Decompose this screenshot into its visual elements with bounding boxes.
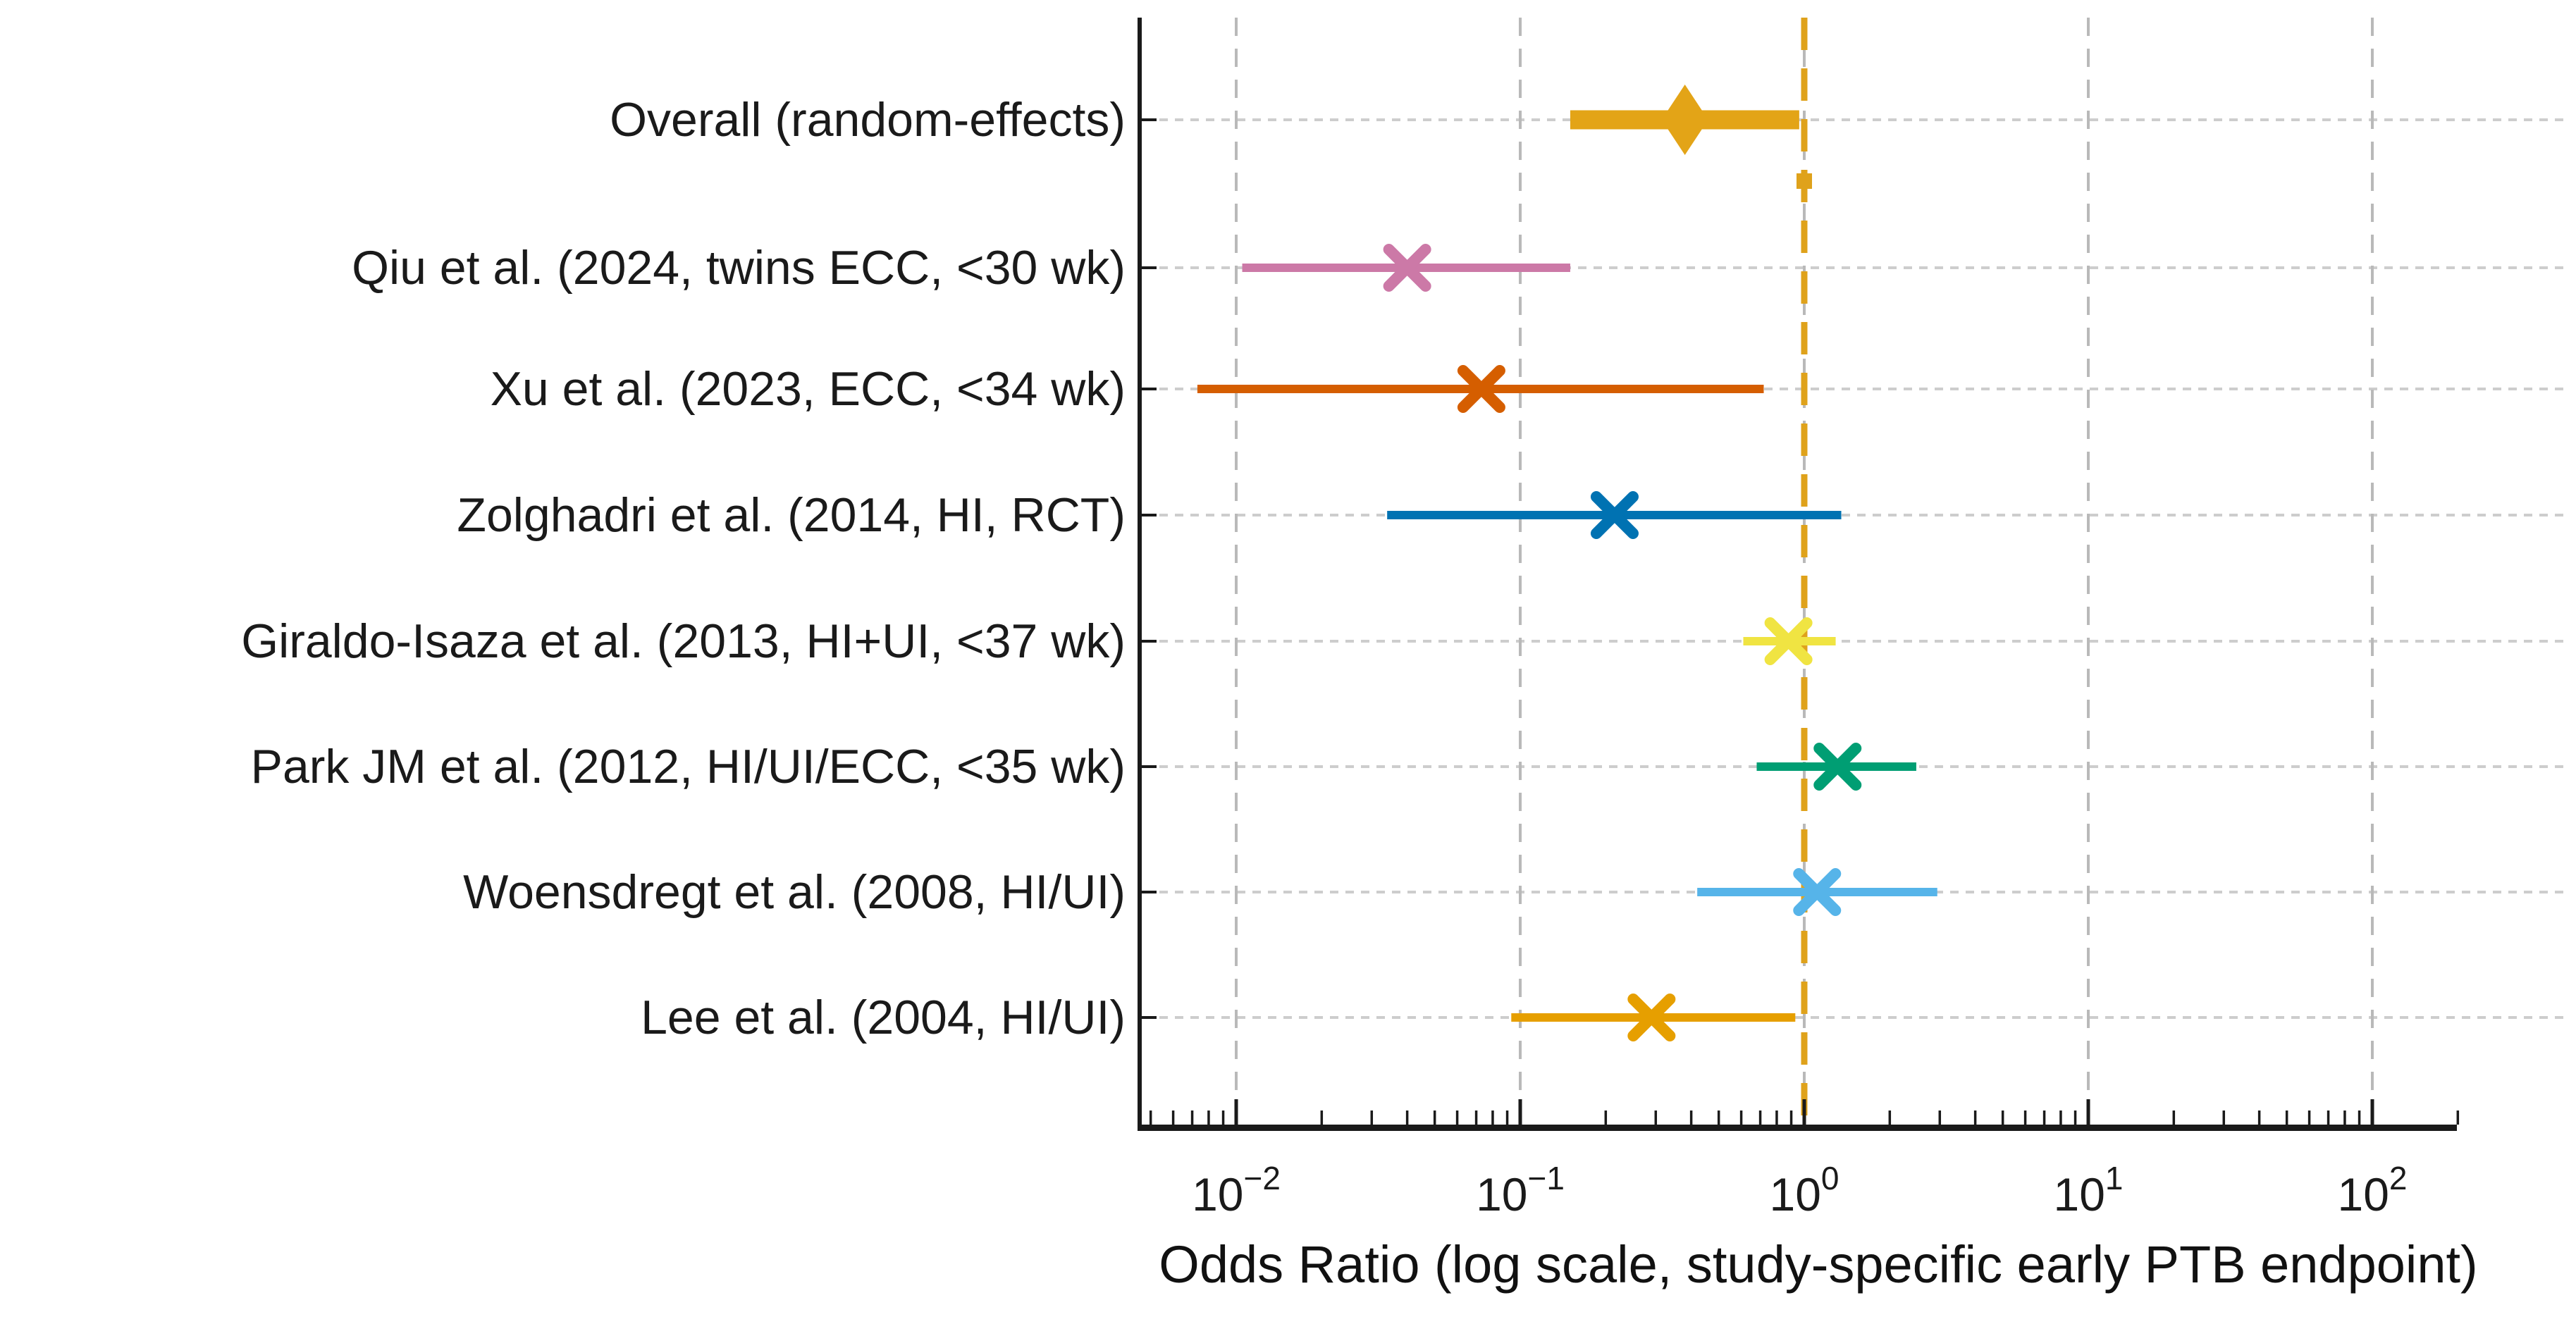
study-row: Woensdregt et al. (2008, HI/UI) [463, 865, 1937, 919]
left-spine [1138, 18, 1142, 1130]
x-marker [1590, 491, 1639, 539]
study-row: Giraldo-Isaza et al. (2013, HI+UI, <37 w… [241, 614, 1836, 668]
study-label: Overall (random-effects) [610, 93, 1126, 147]
x-tick-label: 102 [2337, 1160, 2407, 1220]
study-row: Lee et al. (2004, HI/UI) [641, 991, 1796, 1044]
study-row: Park JM et al. (2012, HI/UI/ECC, <35 wk) [251, 740, 1916, 793]
study-label: Giraldo-Isaza et al. (2013, HI+UI, <37 w… [241, 614, 1126, 668]
x-marker [1813, 743, 1862, 791]
x-marker [1383, 244, 1431, 292]
x-marker [1764, 617, 1813, 665]
x-axis-label: Odds Ratio (log scale, study-specific ea… [1159, 1235, 2478, 1294]
summary-square-marker [1797, 173, 1812, 189]
x-marker [1793, 868, 1842, 916]
study-label: Woensdregt et al. (2008, HI/UI) [463, 865, 1126, 919]
study-row: Xu et al. (2023, ECC, <34 wk) [491, 362, 1764, 416]
study-label: Zolghadri et al. (2014, HI, RCT) [457, 488, 1126, 542]
x-marker [1627, 994, 1676, 1041]
study-row: Zolghadri et al. (2014, HI, RCT) [457, 488, 1842, 542]
study-label: Qiu et al. (2024, twins ECC, <30 wk) [352, 241, 1126, 295]
x-tick-label: 10−1 [1476, 1160, 1565, 1220]
x-tick-label: 100 [1769, 1160, 1839, 1220]
study-label: Lee et al. (2004, HI/UI) [641, 991, 1126, 1044]
x-tick-label: 10−2 [1192, 1160, 1281, 1220]
summary-row: Overall (random-effects) [610, 85, 1799, 155]
study-label: Park JM et al. (2012, HI/UI/ECC, <35 wk) [251, 740, 1126, 793]
study-row: Qiu et al. (2024, twins ECC, <30 wk) [352, 241, 1570, 295]
x-marker [1457, 365, 1505, 413]
x-tick-label: 101 [2053, 1160, 2123, 1220]
bottom-axis-line [1138, 1125, 2457, 1131]
summary-diamond-marker [1661, 85, 1708, 155]
study-label: Xu et al. (2023, ECC, <34 wk) [491, 362, 1126, 416]
